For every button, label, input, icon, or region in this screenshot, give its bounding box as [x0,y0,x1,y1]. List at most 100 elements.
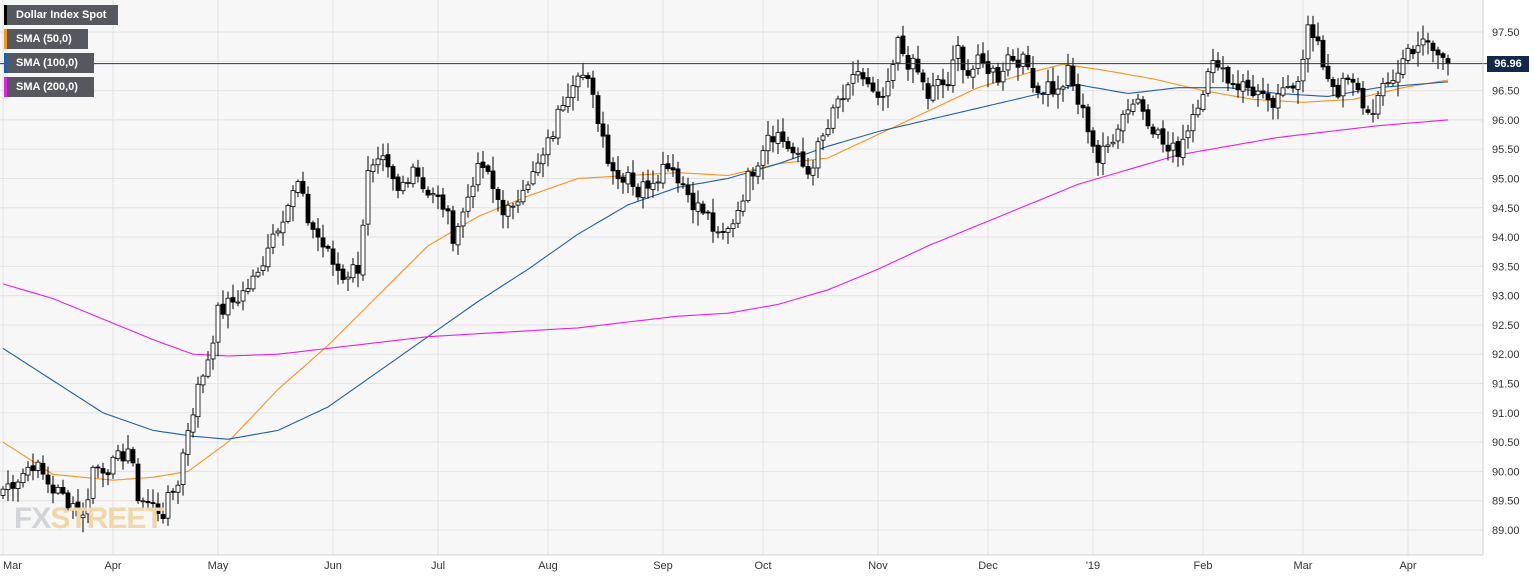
candle-body-down [645,180,651,189]
x-tick-label: Nov [868,560,888,572]
candle-body-up [795,152,801,155]
candle-body-down [355,264,361,274]
candle-body-up [1220,67,1226,70]
candle-body-up [640,181,646,199]
candle-body-down [925,83,931,99]
candle-body-up [1135,98,1141,104]
candle-body-up [410,166,416,185]
candle-body-down [45,474,51,485]
y-tick-label: 93.00 [1492,291,1520,303]
candle-body-down [1150,126,1156,135]
candle-body-down [900,35,906,55]
candle-body-down [595,95,601,124]
candle-body-down [980,53,986,64]
x-tick-label: Jun [324,560,342,572]
candle-body-down [705,211,711,214]
candle-body-up [895,37,901,64]
candle-body-down [905,54,911,70]
candle-body-down [390,166,396,180]
y-tick-label: 89.50 [1492,496,1520,508]
candle-body-up [745,170,751,202]
candle-body-down [880,95,886,98]
candle-body-down [770,136,776,143]
candle-body-down [155,503,161,515]
candle-body-down [10,482,16,489]
watermark-part-street: STREET [50,502,163,535]
candle-body-up [1280,87,1286,96]
candle-body-up [560,105,566,111]
candle-body-down [425,189,431,196]
candle-body-up [255,271,261,277]
candle-body-up [1370,113,1376,116]
candle-body-down [95,466,101,469]
candle-body-up [1205,71,1211,94]
candle-body-down [1235,83,1241,91]
candle-body-up [125,448,131,462]
candle-body-up [115,450,121,460]
candle-body-up [70,503,76,509]
candle-body-down [320,237,326,248]
candle-body-down [40,462,46,475]
candle-body-up [90,466,96,499]
candle-body-up [820,135,826,141]
candle-body-up [1300,58,1306,82]
candle-body-down [1345,77,1351,80]
candle-body-down [1360,87,1366,109]
candle-body-up [85,499,91,515]
y-tick-label: 91.00 [1492,408,1520,420]
legend-item-sma-200: SMA (200,0) [4,77,94,97]
candle-body-up [1190,114,1196,132]
candle-body-down [1010,55,1016,61]
candle-body-down [1320,39,1326,68]
candle-body-up [235,301,241,304]
candle-body-up [1055,88,1061,95]
candle-body-down [675,168,681,184]
candle-body-down [450,210,456,244]
x-tick-label: Apr [1399,560,1416,572]
candle-body-up [345,276,351,280]
candle-body-up [1395,72,1401,83]
candle-body-up [370,164,376,172]
y-tick-label: 92.50 [1492,320,1520,332]
candle-body-down [220,303,226,315]
candle-body-up [570,85,576,99]
candle-body-up [890,64,896,81]
candle-body-up [110,456,116,475]
candle-body-up [1105,144,1111,147]
candle-body-down [325,245,331,249]
candle-body-up [1125,109,1131,115]
candle-body-up [525,184,531,190]
candle-body-down [310,222,316,230]
y-tick-label: 90.50 [1492,437,1520,449]
candle-body-down [315,228,321,238]
y-tick-label: 94.00 [1492,232,1520,244]
candle-body-up [1065,64,1071,86]
candle-body-down [340,268,346,280]
candle-body-down [1270,97,1276,108]
candle-body-up [1195,107,1201,116]
candle-body-up [650,182,656,190]
candle-body-up [830,107,836,129]
candle-body-down [385,154,391,168]
candle-body-up [950,59,956,86]
candle-body-up [285,205,291,222]
candle-body-up [855,71,861,76]
candle-body-down [600,123,606,137]
candle-body-down [1265,93,1271,101]
candle-body-down [105,472,111,476]
legend-swatch [4,77,7,97]
candle-body-down [1410,49,1416,55]
candle-body-up [1385,82,1391,85]
candle-body-down [440,194,446,210]
candle-body-down [480,161,486,168]
candle-body-up [625,171,631,185]
candle-body-up [265,247,271,268]
candle-body-up [515,201,521,206]
x-tick-label: Mar [3,560,22,572]
candle-body-up [775,132,781,144]
candle-body-down [790,146,796,154]
legend-label: SMA (50,0) [16,33,72,45]
candle-body-up [1110,141,1116,145]
candle-body-down [995,66,1001,83]
candle-body-down [300,180,306,194]
